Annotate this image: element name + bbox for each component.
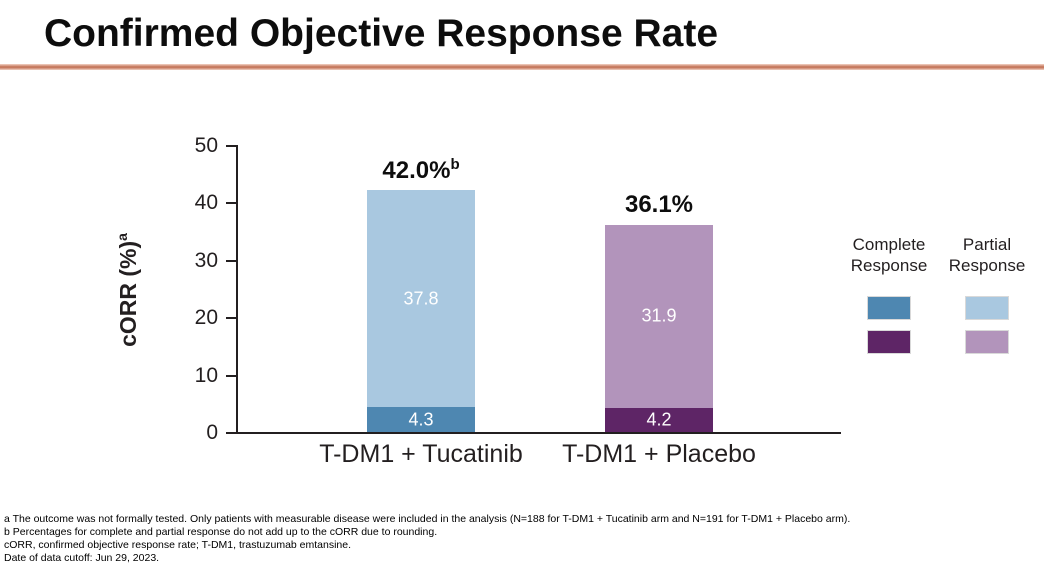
y-axis-label-text: cORR (%) bbox=[114, 240, 141, 347]
bar-segment-complete-response: 4.2 bbox=[605, 407, 713, 432]
legend-header: Partial Response bbox=[948, 235, 1026, 275]
y-tick-mark bbox=[226, 259, 236, 262]
segment-value-label: 4.3 bbox=[408, 409, 434, 430]
segment-value-label: 31.9 bbox=[641, 305, 677, 326]
footnote-b: b Percentages for complete and partial r… bbox=[4, 526, 438, 538]
y-tick-mark bbox=[226, 145, 236, 147]
bar-total-label: 36.1% bbox=[624, 190, 694, 218]
y-tick-mark bbox=[226, 202, 236, 205]
bar-segment-complete-response: 4.3 bbox=[367, 407, 475, 432]
y-tick-mark bbox=[226, 432, 236, 434]
y-axis-label-superscript: a bbox=[114, 233, 131, 241]
y-tick-label: 50 bbox=[194, 134, 218, 157]
legend-header: Complete Response bbox=[850, 235, 928, 275]
segment-value-label: 37.8 bbox=[403, 288, 439, 309]
y-tick-label: 0 bbox=[206, 421, 218, 444]
legend-swatch bbox=[867, 330, 911, 354]
legend-column: Complete Response bbox=[846, 234, 932, 354]
segment-value-label: 4.2 bbox=[646, 409, 672, 430]
footnote-a: a The outcome was not formally tested. O… bbox=[4, 513, 851, 525]
y-axis-line bbox=[236, 145, 238, 434]
y-tick-label: 20 bbox=[194, 306, 218, 330]
x-axis-line bbox=[236, 432, 841, 434]
bar-segment-partial-response: 31.9 bbox=[605, 224, 713, 408]
y-tick-mark bbox=[226, 317, 236, 320]
x-category-label: T-DM1 + Placebo bbox=[562, 440, 756, 468]
bar-total-label: 42.0%b bbox=[382, 156, 460, 185]
x-category-label: T-DM1 + Tucatinib bbox=[319, 440, 523, 468]
legend-swatch bbox=[867, 296, 911, 320]
footnote-data-cutoff: Date of data cutoff: Jun 29, 2023. bbox=[4, 552, 160, 564]
legend-swatch bbox=[965, 296, 1009, 320]
y-tick-label: 30 bbox=[194, 248, 218, 272]
y-tick-mark bbox=[226, 374, 236, 377]
title-underline bbox=[0, 64, 1044, 70]
legend-swatch bbox=[965, 330, 1009, 354]
footnotes: a The outcome was not formally tested. O… bbox=[4, 513, 1040, 565]
footnote-abbreviations: cORR, confirmed objective response rate;… bbox=[4, 539, 352, 551]
page-title: Confirmed Objective Response Rate bbox=[44, 12, 719, 55]
legend: Complete Response Partial Response bbox=[846, 234, 1030, 354]
legend-column: Partial Response bbox=[944, 234, 1030, 354]
bar-segment-partial-response: 37.8 bbox=[367, 190, 475, 408]
y-tick-label: 40 bbox=[194, 191, 218, 215]
y-tick-label: 10 bbox=[194, 363, 218, 387]
